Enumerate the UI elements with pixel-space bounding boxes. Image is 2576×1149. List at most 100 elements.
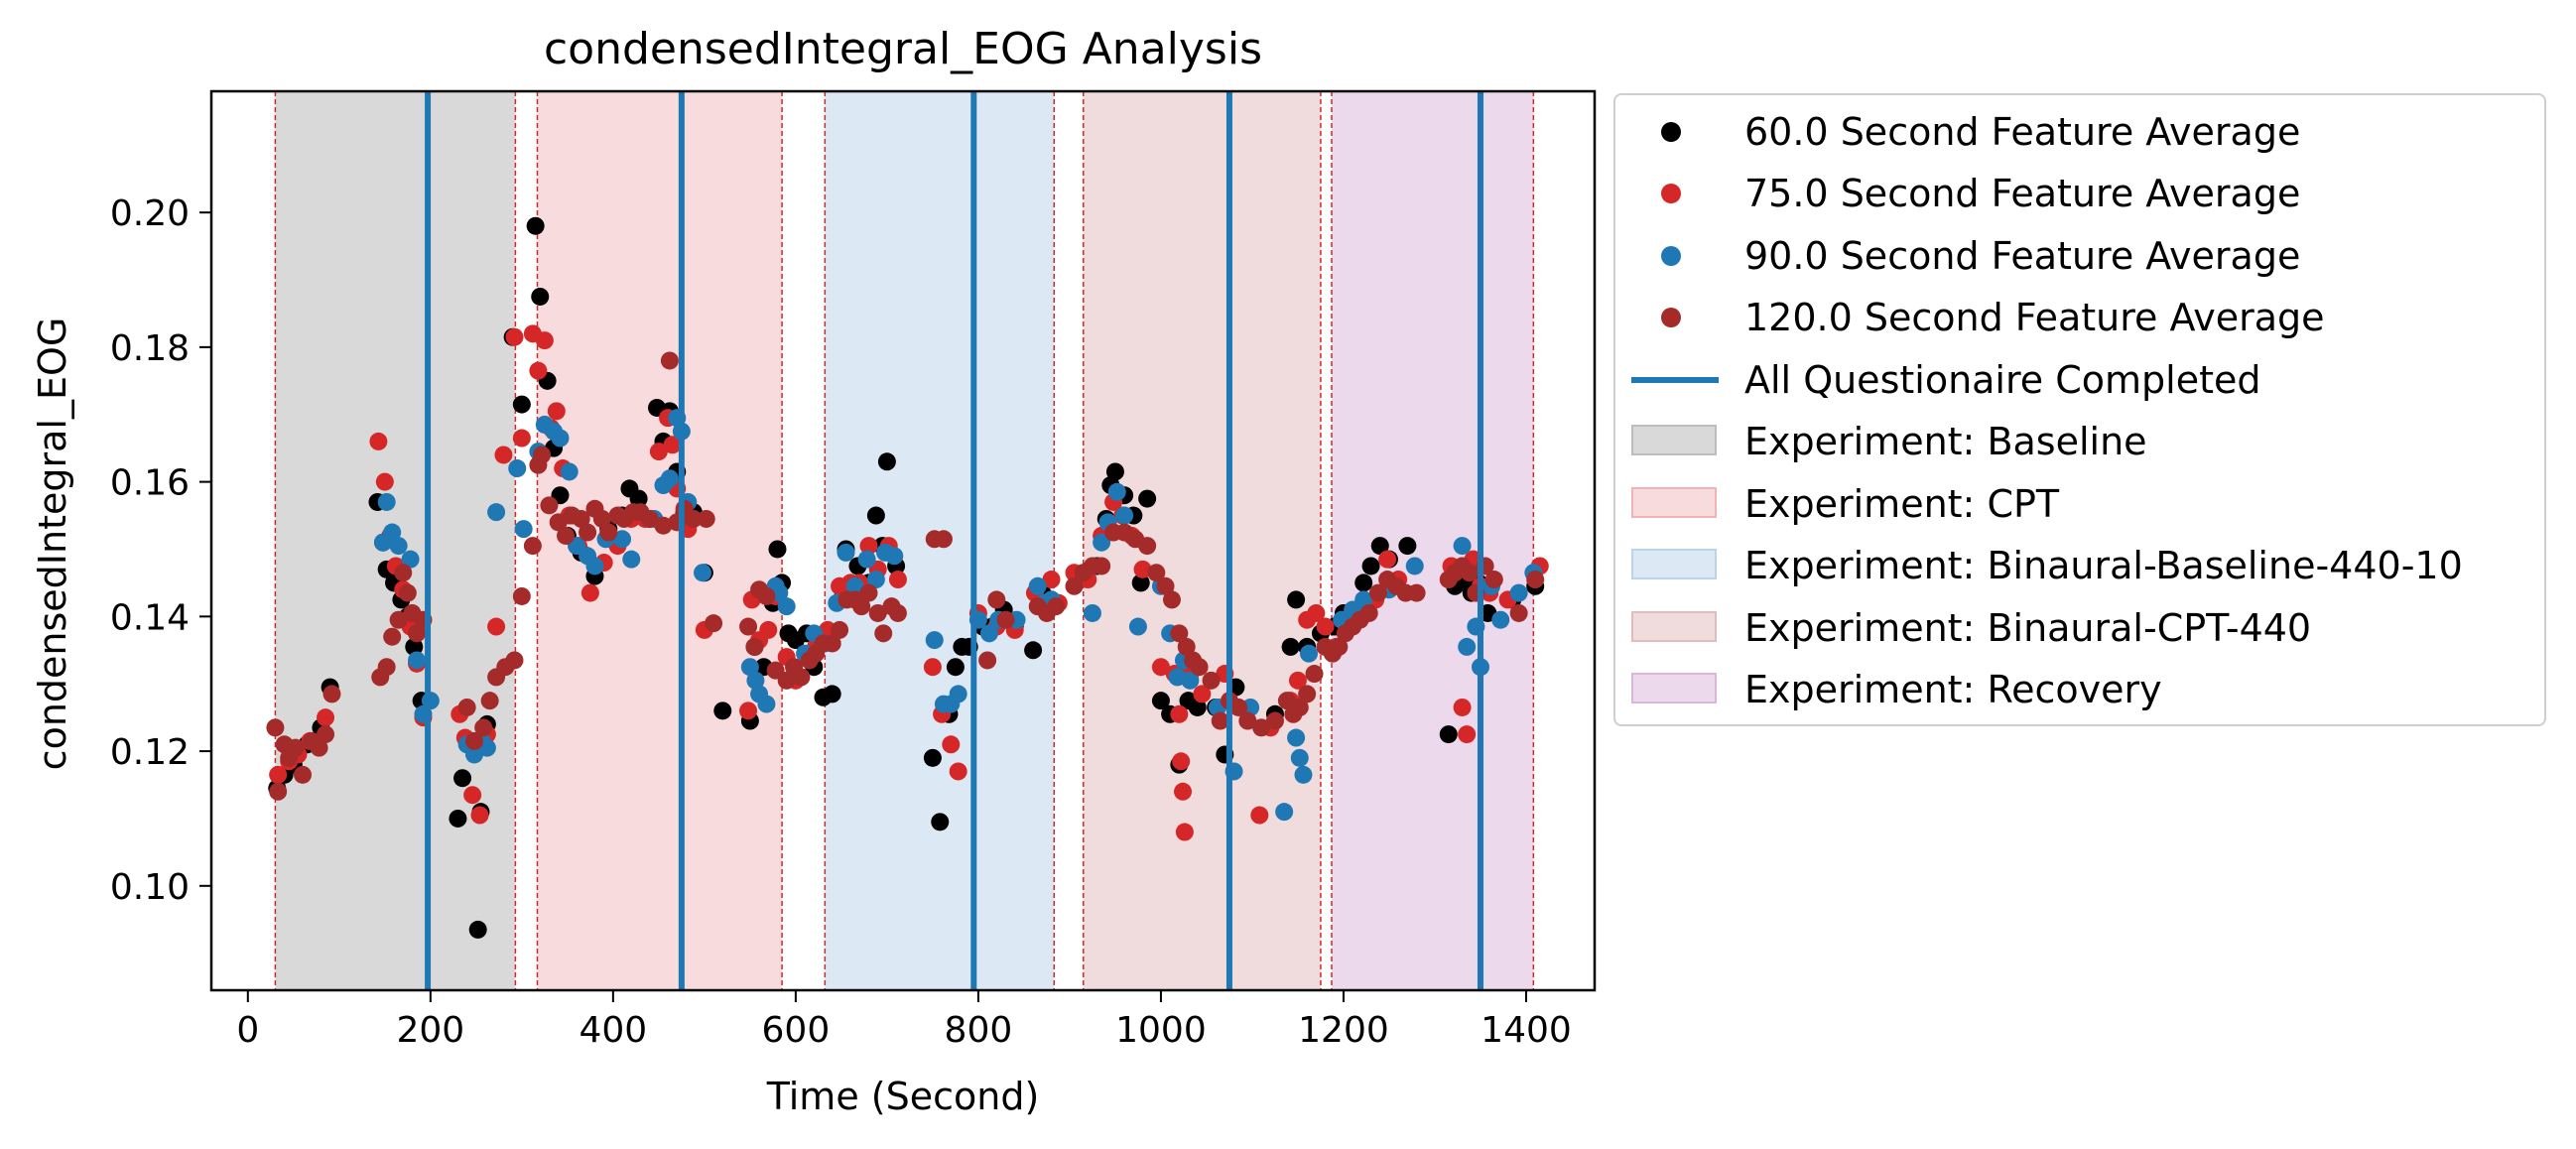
data-point [1281, 637, 1300, 656]
x-tick-label: 200 [396, 1010, 464, 1051]
data-point [1398, 537, 1417, 556]
phase-band-4 [1332, 91, 1534, 990]
data-point [1509, 603, 1528, 622]
data-point [1526, 571, 1545, 589]
data-point [389, 610, 408, 629]
data-point [1115, 506, 1134, 525]
data-point [949, 762, 967, 781]
data-point [1378, 550, 1397, 569]
legend-item-series-120: 120.0 Second Feature Average [1615, 287, 2544, 348]
data-point [979, 624, 998, 643]
data-point [759, 620, 778, 639]
data-point [1172, 752, 1191, 771]
data-point [463, 786, 482, 805]
data-point [1370, 537, 1389, 556]
data-point [535, 331, 554, 350]
data-point [1453, 537, 1472, 556]
data-point [823, 634, 841, 653]
data-point [792, 668, 811, 687]
legend-marker-icon [1661, 184, 1681, 203]
data-point [560, 462, 579, 481]
legend-label: Experiment: Binaural-CPT-440 [1744, 606, 2312, 650]
data-point [1299, 644, 1318, 663]
legend-label: Experiment: CPT [1744, 482, 2060, 526]
data-point [768, 540, 787, 559]
data-point [931, 813, 950, 831]
data-point [1133, 560, 1152, 578]
data-point [1460, 564, 1479, 582]
data-point [1330, 637, 1349, 656]
data-point [1093, 557, 1111, 575]
data-point [480, 692, 499, 710]
data-point [866, 506, 885, 525]
data-point [1294, 765, 1313, 784]
data-point [457, 698, 476, 716]
data-point [531, 287, 550, 306]
data-point [310, 738, 328, 757]
data-point [1190, 658, 1209, 677]
legend-label: 120.0 Second Feature Average [1744, 296, 2325, 339]
data-point [505, 651, 524, 670]
data-point [540, 496, 559, 515]
data-point [580, 583, 599, 602]
data-point [660, 351, 679, 370]
data-point [533, 446, 552, 464]
y-tick-label: 0.14 [110, 597, 190, 638]
legend-label: Experiment: Binaural-Baseline-440-10 [1744, 544, 2463, 587]
data-point [1028, 576, 1047, 595]
legend-marker-icon [1661, 122, 1681, 142]
legend-label: 90.0 Second Feature Average [1744, 234, 2301, 278]
data-point [1287, 590, 1306, 609]
data-point [1238, 711, 1257, 730]
data-point [978, 651, 997, 670]
series-1 [269, 324, 1549, 841]
plot-frame [209, 89, 1597, 992]
data-point [1177, 637, 1196, 656]
data-point [1147, 564, 1166, 582]
data-point [1298, 685, 1317, 703]
data-point [877, 452, 896, 471]
data-point [823, 685, 841, 703]
data-point [746, 671, 765, 690]
x-tick-label: 1000 [1115, 1010, 1207, 1051]
data-point [1042, 571, 1061, 589]
x-tick-label: 600 [762, 1010, 831, 1051]
data-point [579, 523, 597, 542]
data-point [269, 782, 288, 801]
data-point [369, 432, 388, 450]
data-point [383, 627, 402, 646]
legend-patch-icon [1631, 673, 1717, 703]
data-point [294, 765, 313, 784]
data-point [857, 550, 876, 569]
data-point [757, 586, 776, 605]
legend-label: All Questionaire Completed [1744, 358, 2261, 402]
data-point [269, 765, 288, 784]
data-point [514, 520, 533, 539]
data-point [1458, 637, 1477, 656]
data-point [1188, 698, 1207, 716]
data-point [831, 620, 849, 639]
data-point [1128, 617, 1147, 636]
y-tick-label: 0.16 [110, 463, 190, 504]
data-point [394, 564, 413, 582]
data-point [1138, 489, 1157, 508]
data-point [1405, 557, 1424, 575]
data-point [1354, 590, 1373, 609]
legend-marker-icon [1661, 246, 1681, 266]
data-point [529, 361, 548, 380]
data-point [852, 597, 871, 616]
data-point [464, 731, 483, 750]
data-point [408, 624, 427, 643]
data-point [1305, 665, 1324, 684]
data-point [1181, 671, 1200, 690]
data-point [1138, 537, 1157, 556]
data-point [572, 509, 590, 528]
legend-item-series-90: 90.0 Second Feature Average [1615, 225, 2544, 287]
legend-patch-icon [1631, 549, 1717, 579]
y-tick-label: 0.18 [110, 328, 190, 369]
legend-item-recovery: Experiment: Recovery [1615, 659, 2544, 720]
chart-title: condensedIntegral_EOG Analysis [544, 24, 1262, 74]
data-point [547, 402, 566, 421]
data-point [866, 571, 885, 589]
data-point [660, 469, 679, 488]
